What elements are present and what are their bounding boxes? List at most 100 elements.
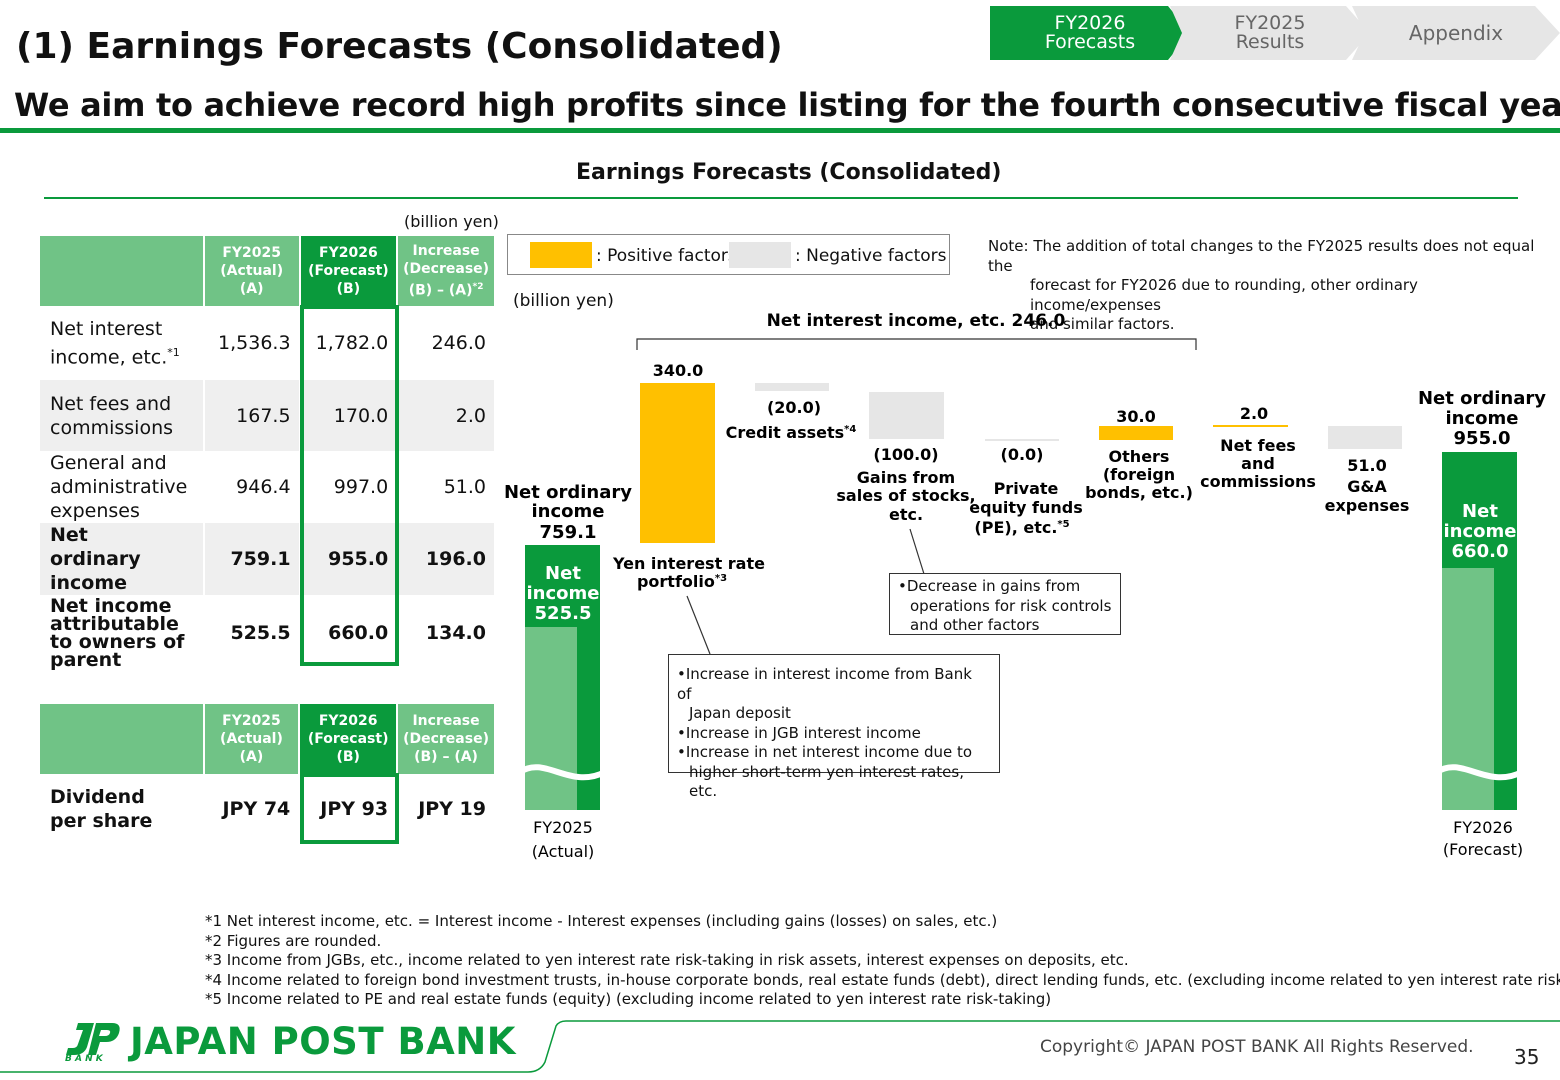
bar-ga-expenses xyxy=(1328,426,1402,449)
cell-fy2026: 170.0 xyxy=(299,380,399,451)
bracket-label: Net interest income, etc. 246.0 xyxy=(767,311,1066,331)
callout-line: and other factors xyxy=(910,616,1040,634)
category-label-credit-assets: Credit assets*4 xyxy=(726,423,857,442)
bar-others-foreign-bonds xyxy=(1099,426,1173,440)
header-fy2026: FY2026 (Forecast) (B) xyxy=(299,236,399,306)
value-label-credit-assets: (20.0) xyxy=(767,398,821,417)
chart-note: Note: The addition of total changes to t… xyxy=(988,237,1538,335)
value-label-private-equity-funds: (0.0) xyxy=(1001,445,1044,464)
category-label-gains-from-sales-of-stocks: sales of stocks, xyxy=(836,486,975,505)
waterfall-chart: Net interest income, etc. 246.0 Net ordi… xyxy=(504,311,1546,861)
end-label-line1: Net ordinary xyxy=(1418,388,1546,409)
callout-stocks: •Decrease in gains from operations for r… xyxy=(889,573,1121,635)
value-label-net-fees-and-commissions: 2.0 xyxy=(1240,404,1268,423)
cell-fy2025: 1,536.3 xyxy=(203,306,301,380)
start-inner-value: 525.5 xyxy=(535,603,592,624)
end-inner-line1: Net xyxy=(1462,501,1498,522)
category-label-yen-interest-rate-portfolio: portfolio*3 xyxy=(637,572,727,591)
category-label-ga-expenses: expenses xyxy=(1325,496,1410,515)
value-label-others-foreign-bonds: 30.0 xyxy=(1116,407,1155,426)
header-blank xyxy=(40,236,205,306)
end-label: Net ordinary income 955.0 xyxy=(1418,388,1546,449)
footer-logo-text: JAPAN POST BANK xyxy=(130,1020,516,1063)
row-label: Net ordinary income xyxy=(40,523,205,595)
category-label-net-fees-and-commissions: and xyxy=(1241,454,1275,473)
category-label-ga-expenses: G&A xyxy=(1347,477,1387,496)
value-label-ga-expenses: 51.0 xyxy=(1347,456,1386,475)
section-title: Earnings Forecasts (Consolidated) xyxy=(576,160,1002,185)
cell-fy2026: 1,782.0 xyxy=(299,306,399,380)
x-axis-labels: FY2025 (Actual) FY2026 (Forecast) xyxy=(532,818,1523,861)
category-label-private-equity-funds: equity funds xyxy=(969,498,1083,517)
tab-label-line1: FY2025 xyxy=(1234,12,1306,34)
table-header-row: FY2025 (Actual) (A) FY2026 (Forecast) (B) In… xyxy=(40,704,496,774)
row-label: Net interest income, etc.*1 xyxy=(40,306,205,380)
category-label-net-fees-and-commissions: commissions xyxy=(1200,472,1316,491)
bar-net-fees-and-commissions xyxy=(1213,425,1288,427)
tab-fy2026-forecasts[interactable]: FY2026 Forecasts xyxy=(990,6,1190,60)
row-label: Net fees and commissions xyxy=(40,380,205,451)
table-row: Net fees and commissions 167.5 170.0 2.0 xyxy=(40,380,496,451)
end-inner-line2: income xyxy=(1444,521,1517,542)
category-label-private-equity-funds: Private xyxy=(994,479,1059,498)
header-fy2026: FY2026 (Forecast) (B) xyxy=(299,704,399,774)
callout-line: •Increase in interest income from Bank o… xyxy=(677,665,972,703)
end-label-line2: income xyxy=(1446,408,1519,429)
footnote: *5 Income related to PE and real estate … xyxy=(205,990,1052,1008)
start-inner-label: Net income 525.5 xyxy=(527,563,600,624)
cell-fy2025: 525.5 xyxy=(203,595,301,671)
header-increase: Increase (Decrease) (B) – (A)*2 xyxy=(397,236,496,306)
row-label: General and administrative expenses xyxy=(40,451,205,523)
footer-decoration: B A N K xyxy=(0,1020,1560,1073)
category-label-net-fees-and-commissions: Net fees xyxy=(1220,436,1296,455)
tab-label: Appendix xyxy=(1408,20,1504,45)
end-inner-value: 660.0 xyxy=(1452,541,1509,562)
negative-swatch xyxy=(729,242,791,268)
callout-leader-yen xyxy=(686,595,711,655)
start-inner-line1: Net xyxy=(545,563,581,584)
cell-increase: 2.0 xyxy=(397,380,496,451)
header-increase: Increase (Decrease) (B) – (A) xyxy=(397,704,496,774)
end-inner-label: Net income 660.0 xyxy=(1444,501,1517,562)
end-label-value: 955.0 xyxy=(1454,428,1511,449)
header-fy2025: FY2025 (Actual) (A) xyxy=(203,236,301,306)
cell-increase: JPY 19 xyxy=(397,774,496,844)
footnote: *2 Figures are rounded. xyxy=(205,931,382,950)
start-label-value: 759.1 xyxy=(540,522,597,543)
callout-yen-portfolio: •Increase in interest income from Bank o… xyxy=(668,654,1000,800)
value-label-yen-interest-rate-portfolio: 340.0 xyxy=(653,361,704,380)
x-tick-fy2025-line1: FY2025 xyxy=(533,818,593,837)
cell-fy2026: JPY 93 xyxy=(299,774,399,844)
legend-negative: : Negative factors xyxy=(795,246,947,266)
earnings-table: FY2025 (Actual) (A) FY2026 (Forecast) (B) In… xyxy=(40,236,496,671)
cell-fy2025: 759.1 xyxy=(203,523,301,595)
title-divider xyxy=(0,128,1560,133)
copyright: Copyright© JAPAN POST BANK All Rights Re… xyxy=(1040,1037,1474,1057)
chart-legend: : Positive factors : Negative factors xyxy=(507,234,950,275)
cell-fy2025: 167.5 xyxy=(203,380,301,451)
page-number: 35 xyxy=(1514,1045,1540,1069)
axis-break xyxy=(518,764,607,781)
section-divider xyxy=(44,197,1518,199)
forecast-column-highlight xyxy=(300,773,399,844)
tab-appendix[interactable]: Appendix xyxy=(1352,6,1560,60)
page-title: (1) Earnings Forecasts (Consolidated) xyxy=(16,26,783,67)
note-line: Note: The addition of total changes to t… xyxy=(988,237,1535,275)
category-label-gains-from-sales-of-stocks: etc. xyxy=(889,505,923,524)
bar-credit-assets xyxy=(755,383,829,391)
table-row: Dividend per share JPY 74 JPY 93 JPY 19 xyxy=(40,774,496,844)
start-label: Net ordinary income 759.1 xyxy=(504,482,632,543)
jp-bank-logo-icon xyxy=(66,1023,120,1055)
cell-fy2026: 955.0 xyxy=(299,523,399,595)
tab-fy2025-results[interactable]: FY2025 Results xyxy=(1170,6,1370,60)
footnote: *4 Income related to foreign bond invest… xyxy=(205,970,1560,989)
cell-increase: 246.0 xyxy=(397,306,496,380)
dividend-table: FY2025 (Actual) (A) FY2026 (Forecast) (B) In… xyxy=(40,704,496,844)
start-label-line2: income xyxy=(532,501,605,522)
bracket-line xyxy=(636,338,1197,350)
footnote: *3 Income from JGBs, etc., income relate… xyxy=(205,951,1129,969)
tab-label-line1: FY2026 xyxy=(1054,12,1126,34)
table-header-row: FY2025 (Actual) (A) FY2026 (Forecast) (B) In… xyxy=(40,236,496,306)
axis-break xyxy=(1435,764,1524,781)
category-label-yen-interest-rate-portfolio: Yen interest rate xyxy=(612,554,765,573)
